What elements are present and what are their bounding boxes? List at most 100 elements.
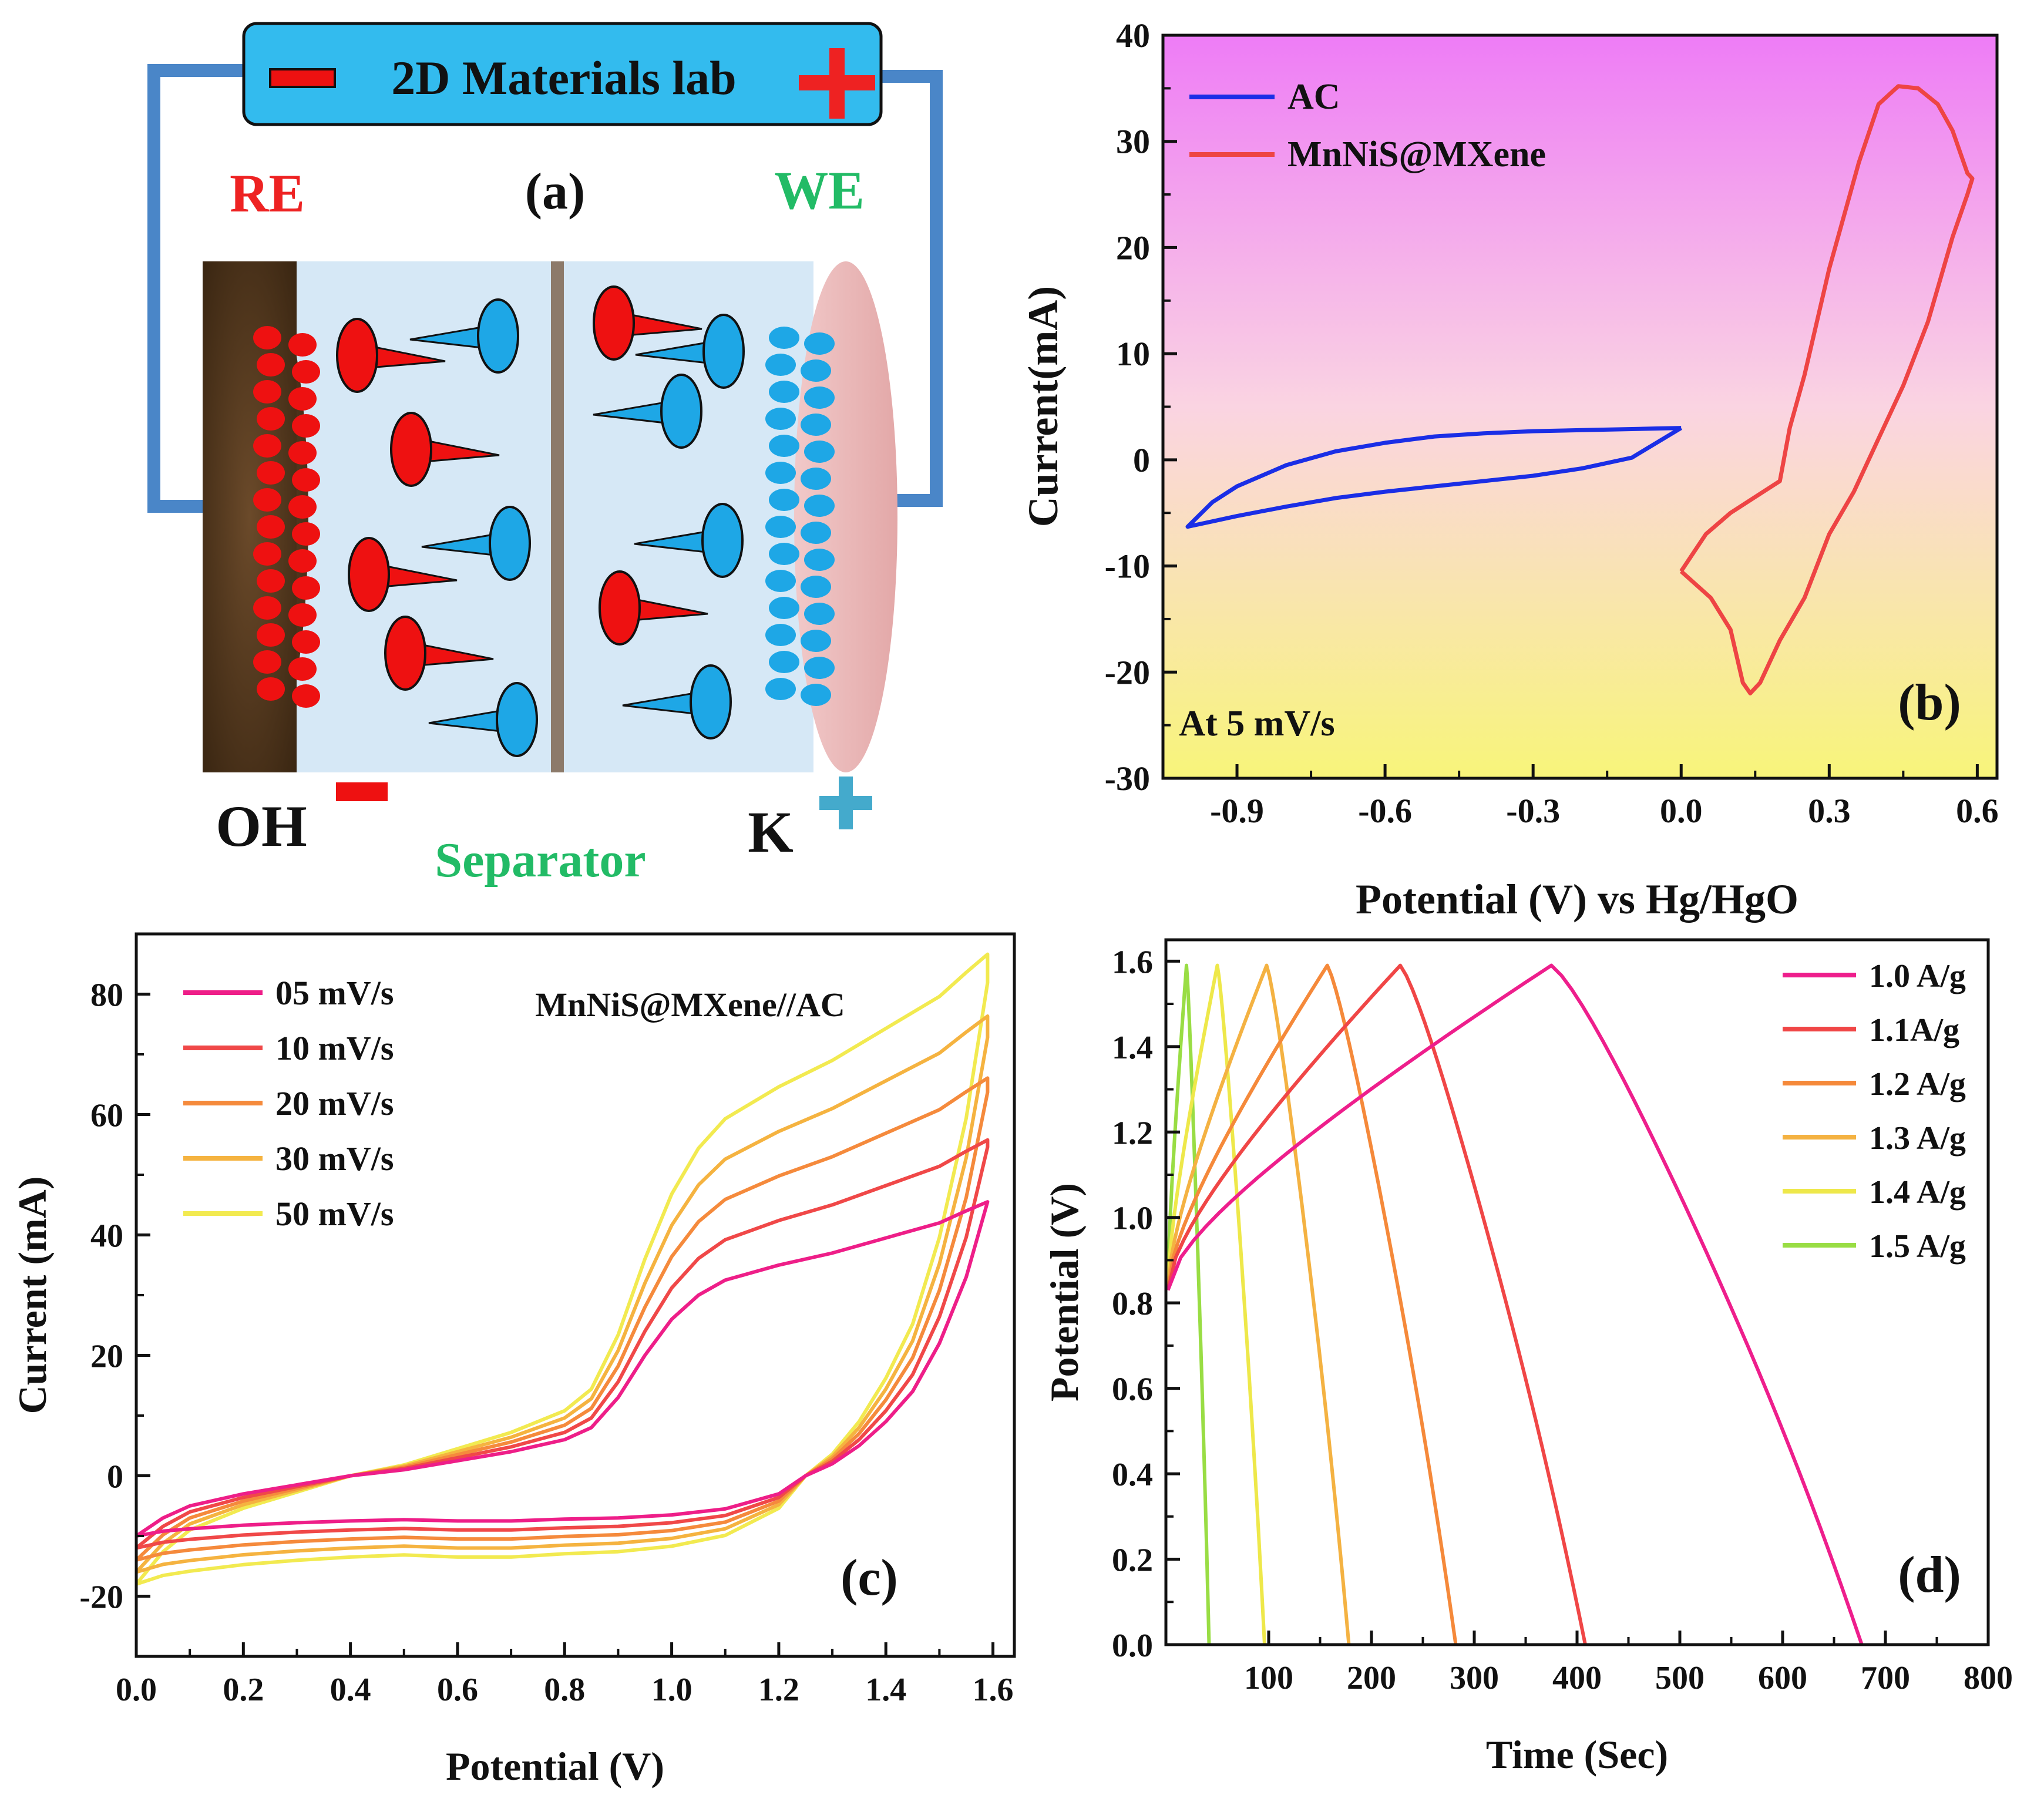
adsorbed-anion-dot	[253, 434, 281, 458]
series-line-20-mv-s	[135, 1076, 990, 1562]
adsorbed-cation-dot	[769, 327, 799, 349]
series-line-ac	[1185, 426, 1683, 529]
x-tick-label: 0.8	[544, 1672, 585, 1708]
legend-label: 1.0 A/g	[1869, 958, 1966, 994]
y-tick-label: 60	[90, 1098, 123, 1134]
x-tick-label: 1.4	[865, 1672, 906, 1708]
adsorbed-cation-dot	[801, 359, 831, 382]
battery-label: 2D Materials lab	[391, 51, 737, 105]
adsorbed-cation-dot	[801, 414, 831, 436]
legend-label: 1.3 A/g	[1869, 1120, 1966, 1157]
chart-c-tag: (c)	[841, 1549, 898, 1606]
legend-label: 10 mV/s	[275, 1029, 394, 1067]
adsorbed-anion-dot	[257, 677, 285, 701]
adsorbed-anion-dot	[288, 441, 317, 465]
y-tick-label: 1.2	[1112, 1115, 1153, 1151]
legend-label: 1.2 A/g	[1869, 1066, 1966, 1103]
legend-label: 1.1A/g	[1869, 1012, 1959, 1048]
adsorbed-cation-dot	[804, 386, 835, 409]
chart-d-tag: (d)	[1898, 1547, 1961, 1604]
x-tick-label: 1.6	[973, 1672, 1014, 1708]
chart-c-plot-area	[136, 934, 1014, 1656]
anion-ion	[593, 285, 702, 361]
x-tick-label: -0.9	[1210, 792, 1264, 830]
x-tick-label: -0.3	[1506, 792, 1560, 830]
counter-electrode-body	[203, 261, 297, 772]
adsorbed-anion-dot	[292, 360, 320, 384]
adsorbed-anions	[253, 326, 320, 708]
adsorbed-anion-dot	[253, 650, 281, 674]
series-line-1-1a-g	[1166, 963, 1587, 1645]
anion-ion	[390, 412, 500, 487]
adsorbed-cation-dot	[804, 332, 835, 355]
separator-label: Separator	[435, 833, 646, 888]
y-tick-label: 0.0	[1112, 1628, 1153, 1664]
legend-label: 1.5 A/g	[1869, 1228, 1966, 1265]
x-tick-label: 0.0	[1660, 792, 1703, 830]
separator-membrane	[551, 261, 564, 772]
x-tick-label: 1.0	[651, 1672, 692, 1708]
series-line-05-mv-s	[135, 1200, 990, 1538]
oh-minus-icon	[336, 782, 388, 801]
adsorbed-anion-dot	[288, 603, 317, 627]
x-tick-label: 0.0	[116, 1672, 157, 1708]
legend-label: AC	[1287, 77, 1340, 117]
adsorbed-cation-dot	[769, 381, 799, 403]
chart-d-legend: 1.0 A/g 1.1A/g 1.2 A/g 1.3 A/g 1.4 A/g 1.5 A/…	[1783, 958, 1966, 1265]
legend-label: 30 mV/s	[275, 1140, 394, 1178]
adsorbed-cation-dot	[769, 543, 799, 565]
x-tick-label: 400	[1552, 1660, 1602, 1696]
chart-c-series	[135, 952, 990, 1586]
legend-label: 05 mV/s	[275, 974, 394, 1012]
y-tick-label: -20	[79, 1579, 123, 1616]
panel-a-tag: (a)	[525, 163, 586, 220]
y-tick-label: 0.6	[1112, 1372, 1153, 1408]
chart-b-ticks: -0.9 -0.6 -0.3 0.0 0.3 0.6 -30 -20 -10 0 10 20 30 40	[1105, 16, 1999, 830]
adsorbed-cation-dot	[765, 408, 796, 430]
y-tick-label: 20	[1116, 228, 1150, 267]
y-tick-label: 0	[1133, 441, 1150, 479]
y-tick-label: 30	[1116, 123, 1150, 161]
adsorbed-anion-dot	[253, 488, 281, 512]
minus-icon	[269, 68, 336, 88]
adsorbed-cation-dot	[804, 603, 835, 625]
y-tick-label: -10	[1105, 547, 1150, 586]
x-tick-label: 0.4	[330, 1672, 371, 1708]
x-tick-label: 0.3	[1808, 792, 1851, 830]
adsorbed-cation-dot	[765, 516, 796, 538]
chart-d-xlabel: Time (Sec)	[1486, 1732, 1668, 1777]
adsorbed-anion-dot	[288, 495, 317, 519]
y-tick-label: 0.8	[1112, 1286, 1153, 1322]
x-tick-label: -0.6	[1358, 792, 1412, 830]
chart-d-ticks: 100 200 300 400 500 600 700 800 0.0 0.2 0.4 0.6 0.8 1…	[1112, 944, 2013, 1696]
y-tick-label: 0.4	[1112, 1457, 1153, 1493]
y-tick-label: 0.2	[1112, 1542, 1153, 1579]
x-tick-label: 100	[1244, 1660, 1293, 1696]
adsorbed-cations	[765, 327, 835, 706]
cation-ion	[421, 506, 531, 581]
x-tick-label: 500	[1655, 1660, 1705, 1696]
chart-c-xlabel: Potential (V)	[446, 1744, 664, 1789]
adsorbed-cation-dot	[804, 549, 835, 571]
adsorbed-cation-dot	[769, 435, 799, 457]
adsorbed-anion-dot	[292, 414, 320, 438]
y-tick-label: 0	[107, 1459, 123, 1495]
anion-ion	[599, 570, 708, 646]
adsorbed-cation-dot	[765, 462, 796, 484]
series-line-10-mv-s	[135, 1138, 990, 1550]
series-line-1-5-a-g	[1166, 963, 1211, 1645]
adsorbed-anion-dot	[257, 407, 285, 431]
chart-c-legend: 05 mV/s 10 mV/s 20 mV/s 30 mV/s 50 mV/s	[183, 974, 394, 1233]
adsorbed-cation-dot	[765, 624, 796, 646]
series-line-1-2-a-g	[1166, 963, 1458, 1645]
chart-panel-b: -0.9 -0.6 -0.3 0.0 0.3 0.6-30-20-10010203040 …	[1020, 16, 1999, 923]
adsorbed-anion-dot	[253, 596, 281, 620]
adsorbed-cation-dot	[804, 495, 835, 517]
adsorbed-anion-dot	[257, 515, 285, 539]
y-tick-label: 1.0	[1112, 1201, 1153, 1237]
adsorbed-anion-dot	[288, 657, 317, 681]
adsorbed-cation-dot	[804, 441, 835, 463]
x-tick-label: 0.2	[223, 1672, 264, 1708]
chart-b-legend: AC MnNiS@MXene	[1189, 77, 1546, 174]
y-tick-label: 20	[90, 1339, 123, 1375]
